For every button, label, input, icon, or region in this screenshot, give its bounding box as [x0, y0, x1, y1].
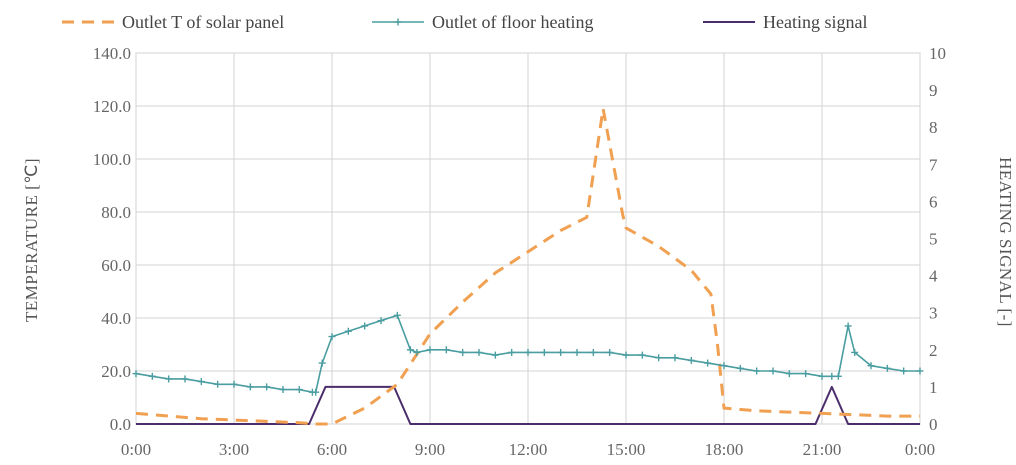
right-tick-label: 0: [929, 415, 938, 434]
right-tick-label: 4: [929, 267, 938, 286]
left-axis: 0.0 20.0 40.0 60.0 80.0 100.0 120.0 140.0: [93, 44, 131, 434]
x-axis: 0:00 3:00 6:00 9:00 12:00 15:00 18:00 21:00 0:00: [121, 440, 935, 459]
x-tick-label: 21:00: [803, 440, 842, 459]
right-tick-label: 8: [929, 118, 938, 137]
right-tick-label: 5: [929, 230, 938, 249]
x-tick-label: 6:00: [317, 440, 347, 459]
left-tick-label: 40.0: [101, 309, 131, 328]
right-tick-label: 1: [929, 378, 938, 397]
right-tick-label: 9: [929, 81, 938, 100]
left-tick-label: 80.0: [101, 203, 131, 222]
right-axis-title: HEATING SIGNAL [-]: [996, 157, 1015, 327]
right-tick-label: 6: [929, 192, 938, 211]
legend-label-heating-signal: Heating signal: [763, 12, 867, 32]
legend-label-outlet-t-of-solar-panel: Outlet T of solar panel: [122, 12, 284, 32]
left-tick-label: 60.0: [101, 256, 131, 275]
x-tick-label: 0:00: [121, 440, 151, 459]
series-layer: [132, 107, 924, 426]
grid: [135, 52, 921, 425]
left-axis-title: TEMPERATURE [℃]: [22, 158, 41, 322]
x-tick-label: 3:00: [219, 440, 249, 459]
right-axis: 0 1 2 3 4 5 6 7 8 9 10: [929, 44, 946, 434]
x-tick-label: 15:00: [607, 440, 646, 459]
left-tick-label: 0.0: [110, 415, 131, 434]
right-tick-label: 7: [929, 155, 938, 174]
legend-label-outlet-of-floor-heating: Outlet of floor heating: [432, 12, 593, 32]
series-line-heating-signal: [136, 385, 920, 425]
right-tick-label: 2: [929, 341, 938, 360]
left-tick-label: 20.0: [101, 362, 131, 381]
left-tick-label: 140.0: [93, 44, 131, 63]
x-tick-label: 0:00: [905, 440, 935, 459]
x-tick-label: 9:00: [415, 440, 445, 459]
x-tick-label: 18:00: [705, 440, 744, 459]
right-tick-label: 10: [929, 44, 946, 63]
left-tick-label: 100.0: [93, 150, 131, 169]
legend: Outlet T of solar panel Outlet of floor h…: [62, 12, 867, 32]
left-tick-label: 120.0: [93, 97, 131, 116]
series-line-outlet-t-of-solar-panel: [135, 107, 920, 426]
x-tick-label: 12:00: [509, 440, 548, 459]
right-tick-label: 3: [929, 304, 938, 323]
